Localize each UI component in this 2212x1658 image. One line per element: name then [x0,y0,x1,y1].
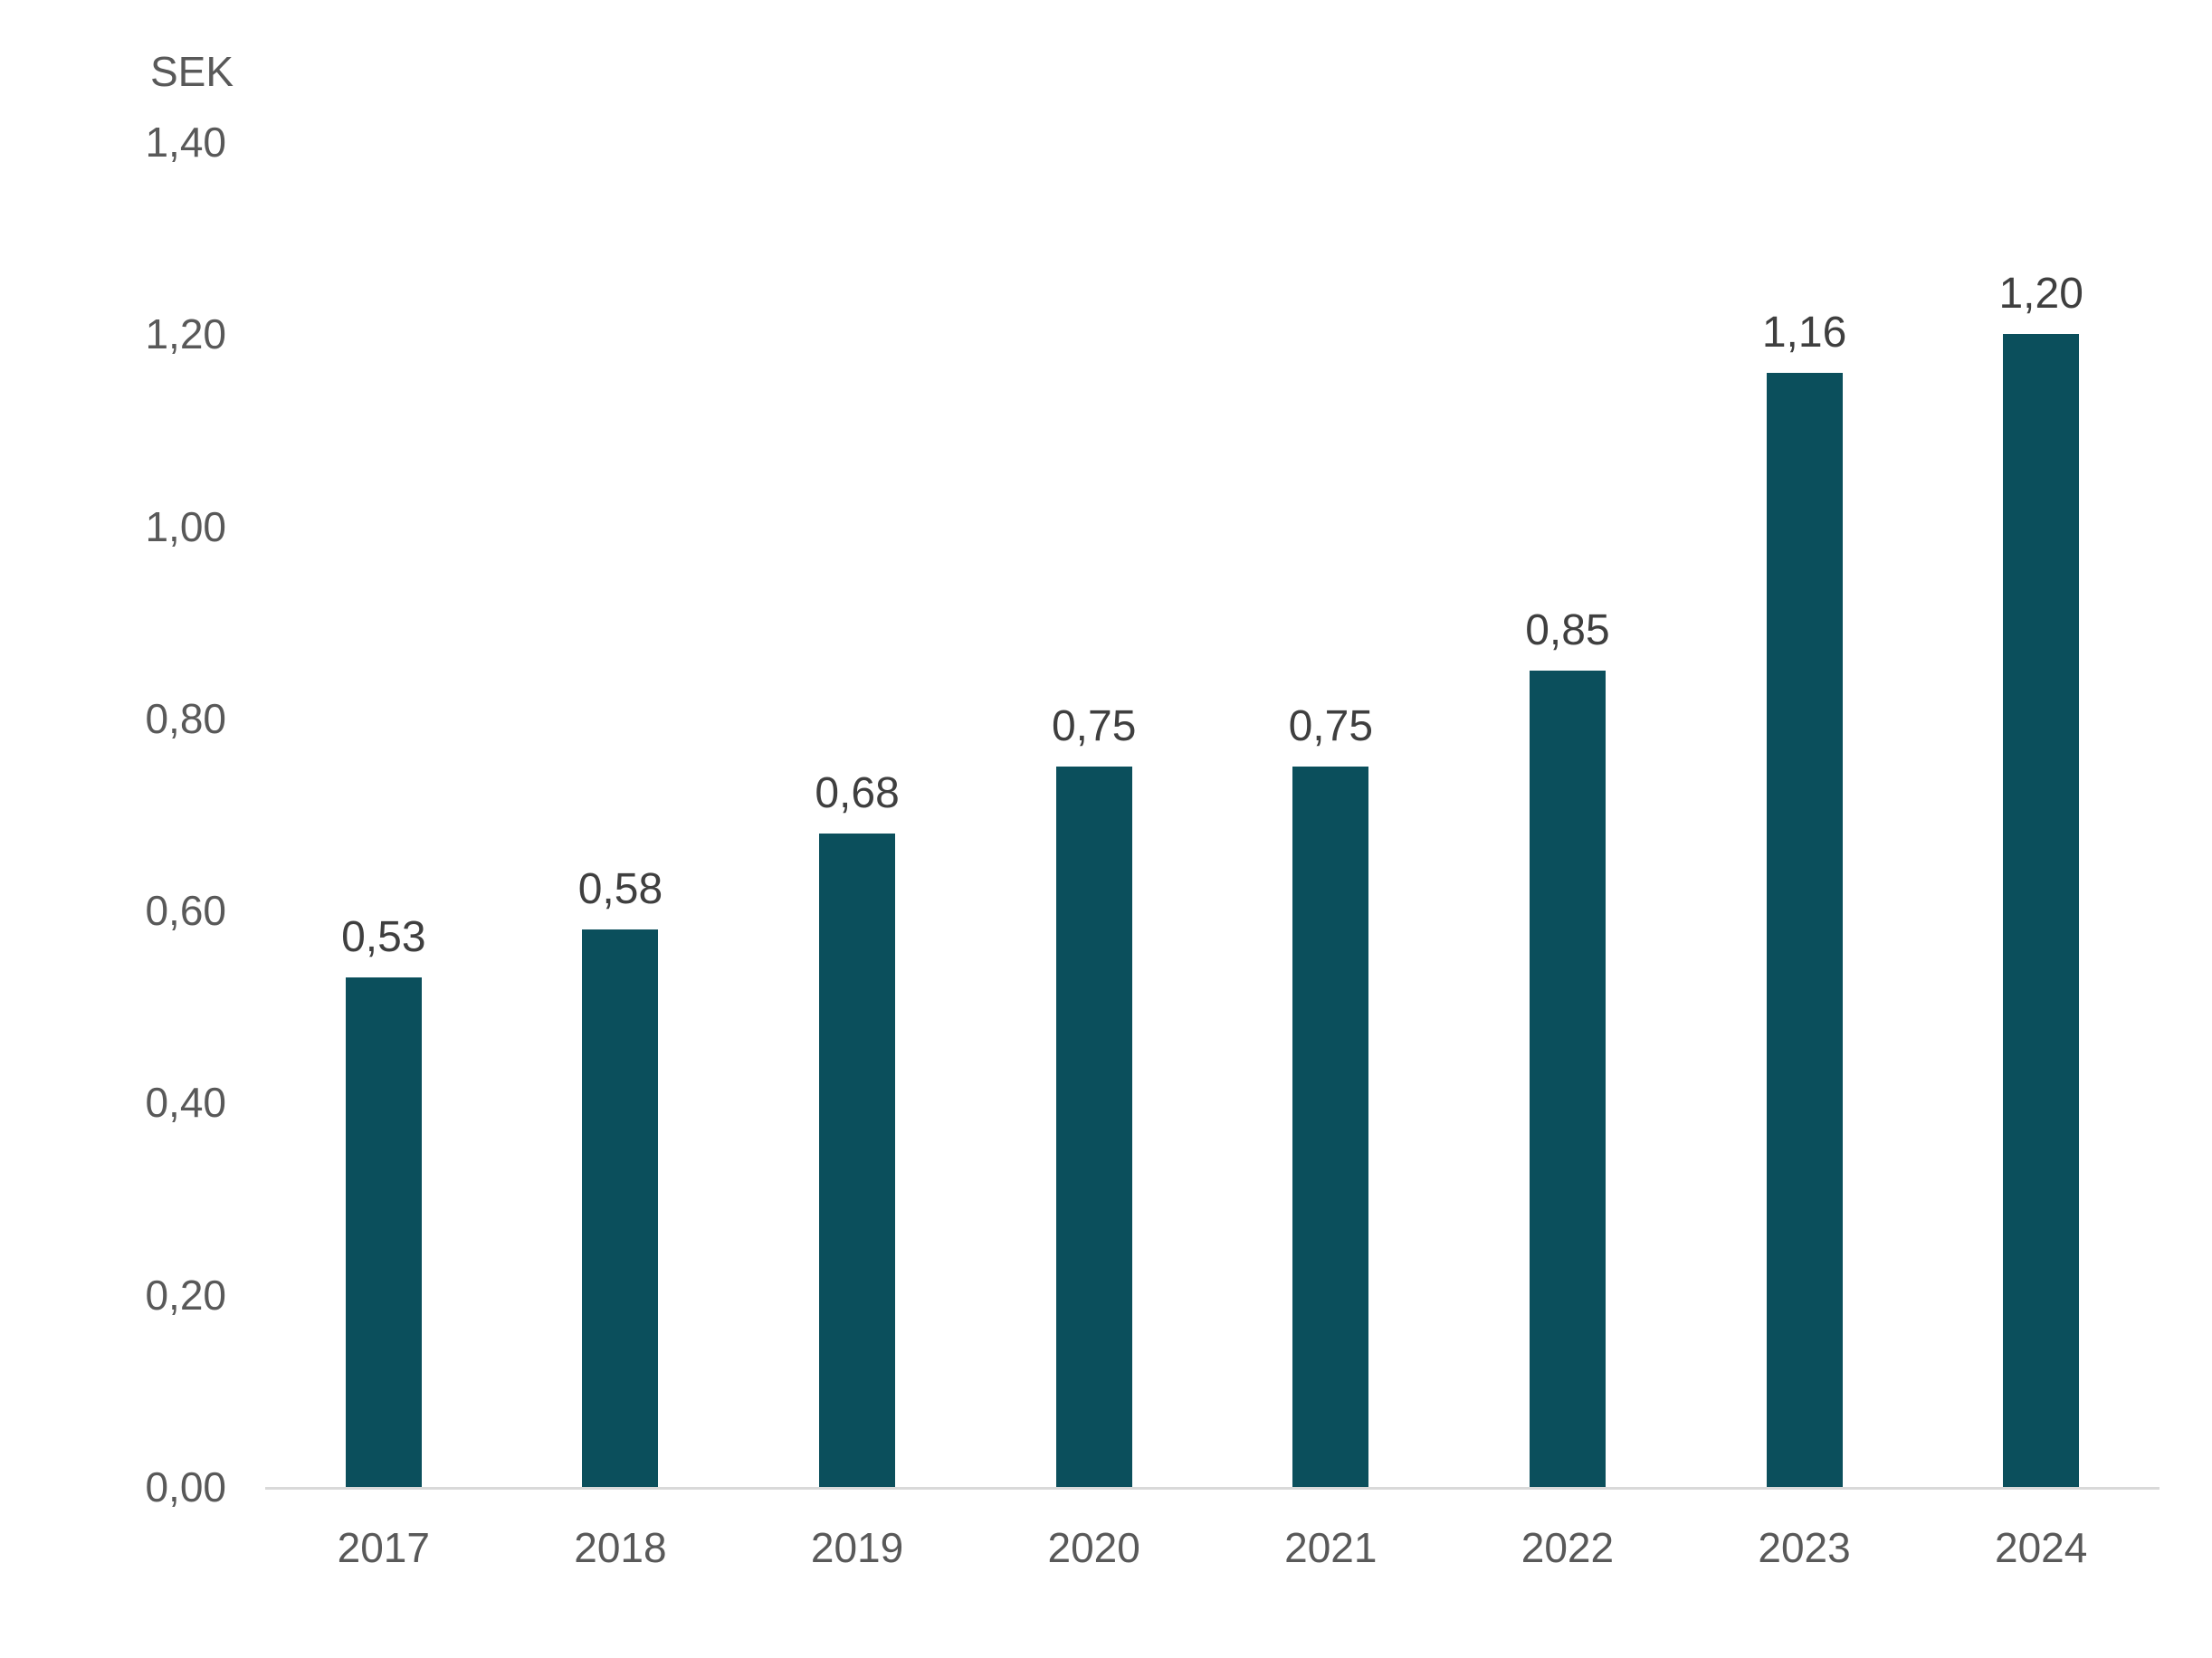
y-tick-label: 0,00 [145,1463,226,1510]
x-tick-label: 2017 [337,1524,430,1571]
bar [1292,766,1369,1487]
y-tick-label: 1,00 [145,502,226,550]
bar [1055,766,1132,1487]
bar [1766,372,1843,1487]
bar-value-label: 1,16 [1761,308,1847,357]
y-tick-label: 1,40 [145,119,226,166]
bar [2003,334,2080,1487]
bar-value-label: 0,75 [1288,701,1374,750]
bar-value-label: 0,68 [815,769,900,818]
bar [819,834,896,1487]
y-axis-unit-label: SEK [149,48,234,95]
x-axis-line [265,1487,2160,1490]
bar [1529,670,1606,1487]
x-tick-label: 2024 [1995,1524,2088,1571]
bar-value-label: 0,85 [1525,605,1610,654]
bar-value-label: 0,58 [577,865,663,914]
y-tick-label: 0,60 [145,887,226,935]
bar-value-label: 0,75 [1051,701,1137,750]
x-tick-label: 2023 [1758,1524,1851,1571]
y-tick-label: 0,80 [145,694,226,742]
y-axis: 0,00 0,20 0,40 0,60 0,80 1,00 1,20 1,40 [0,121,226,1508]
x-tick-label: 2022 [1521,1524,1615,1571]
bar [345,977,422,1487]
bar [582,929,659,1487]
plot-area: 0,53 2017 0,58 2018 0,68 2019 0,75 2020 0,75 2021… [265,142,2160,1568]
x-tick-label: 2019 [810,1524,904,1571]
bar-value-label: 0,53 [341,913,426,962]
x-tick-label: 2021 [1284,1524,1378,1571]
y-tick-label: 0,20 [145,1271,226,1319]
y-tick-label: 1,20 [145,310,226,358]
bar-value-label: 1,20 [1998,270,2083,319]
x-tick-label: 2020 [1047,1524,1140,1571]
x-tick-label: 2018 [574,1524,667,1571]
y-tick-label: 0,40 [145,1079,226,1127]
